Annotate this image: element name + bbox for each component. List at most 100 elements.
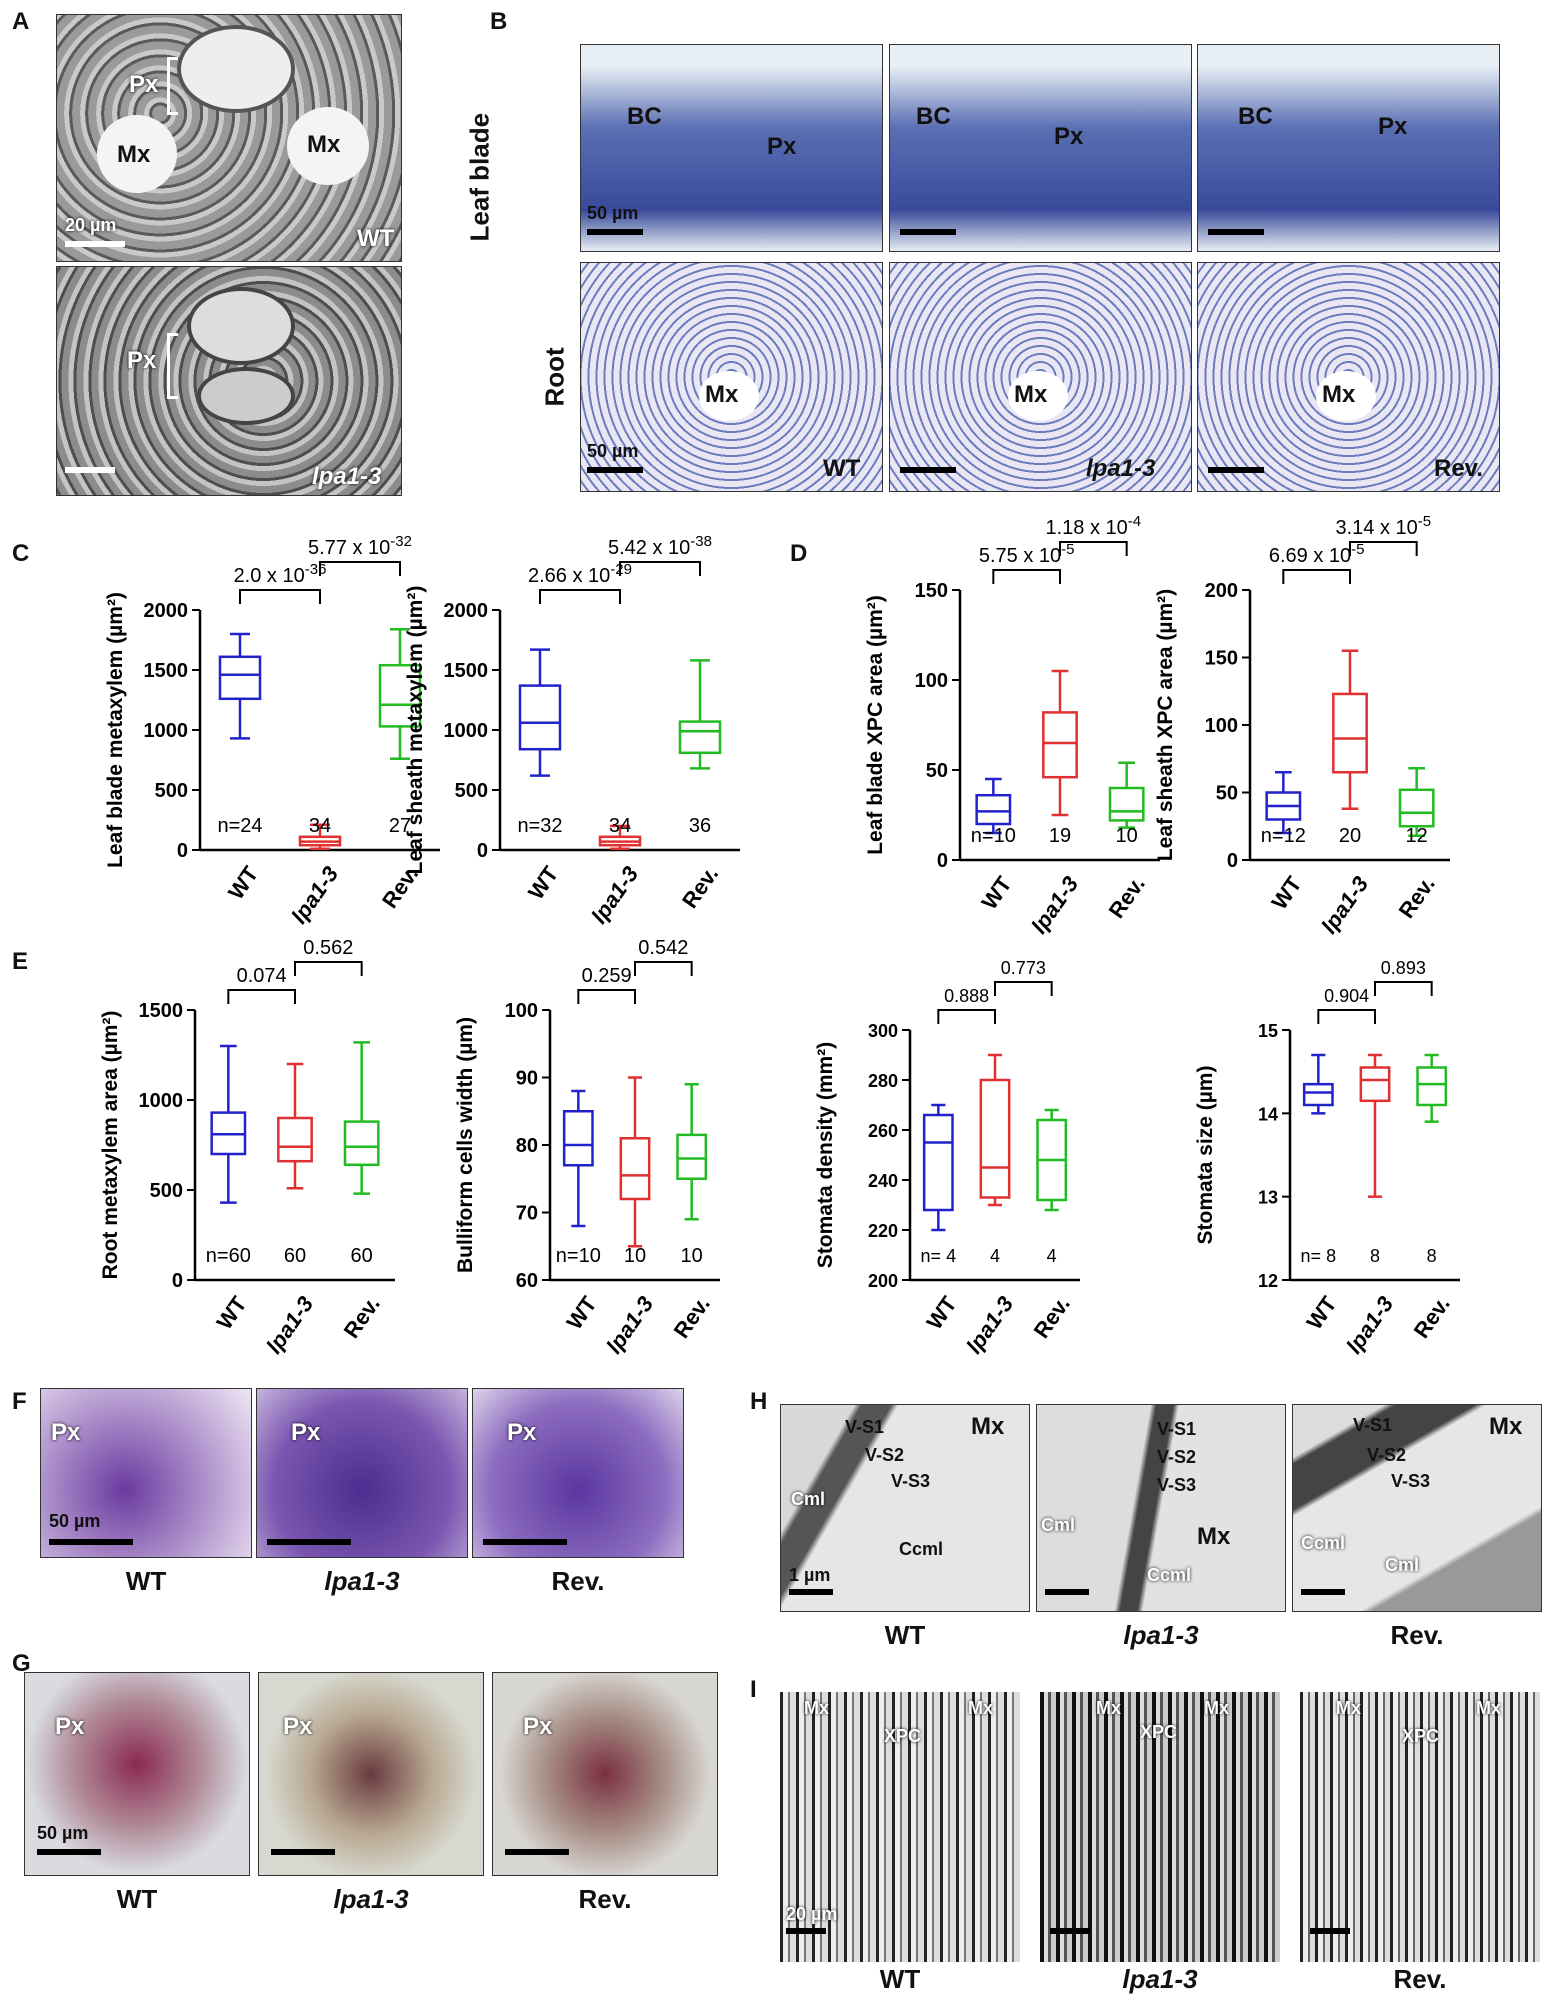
scale-bar [1045,1589,1089,1595]
box [562,1110,594,1167]
box [676,1133,708,1180]
box [1416,1066,1448,1107]
ccml-label: Ccml [1301,1533,1346,1553]
scale-bar [1310,1928,1350,1934]
p-value-label: 5.77 x 10-32 [308,533,412,559]
panel-label-i: I [750,1676,757,1703]
comparison-bracket [1374,981,1433,996]
x-category-label: WT [211,1291,251,1334]
mx-label-2: Mx [1204,1698,1230,1718]
mx-label-right: Mx [307,131,341,158]
v-s1-label: V-S1 [1157,1419,1197,1439]
p-value-label: 3.14 x 10-5 [1336,513,1432,539]
panel-label-c: C [12,540,30,567]
v-s3-label: V-S3 [1391,1471,1431,1491]
mx-label-left: Mx [117,141,151,168]
px-label: Px [51,1419,81,1446]
n-label: 34 [609,815,631,837]
scale-label: 50 µm [587,441,639,461]
y-tick-label: 2000 [444,600,489,622]
n-label: n=12 [1261,825,1306,847]
scale-bar [65,467,115,473]
x-category-label: lpa1-3 [261,1292,318,1358]
y-tick-label: 200 [868,1271,898,1291]
scale-bar [483,1539,567,1545]
v-s2-label: V-S2 [865,1445,905,1465]
h-image-wt: Mx V-S1 V-S2 V-S3 Cml Ccml 1 µm [780,1404,1030,1612]
g-image-wt: Px 50 µm [24,1672,250,1876]
p-value-exponent: -4 [1128,513,1141,530]
caption-wt: WT [116,1884,158,1914]
px-label: Px [291,1419,321,1446]
box [975,793,1012,826]
sem-image-wt: Px Mx Mx 20 µm WT [56,14,402,262]
y-tick-label: 1000 [444,720,489,742]
px-bracket [167,333,178,399]
p-value-label: 0.888 [944,986,989,1006]
p-value-label: 6.69 x 10-5 [1269,541,1365,567]
p-value-label: 0.562 [303,937,353,959]
n-label: 36 [689,815,711,837]
n-label: 19 [1049,825,1071,847]
n-label: 4 [990,1246,1000,1266]
n-label: n=32 [517,815,562,837]
genotype-label: lpa1-3 [1086,455,1156,482]
comparison-bracket [239,589,321,604]
comparison-bracket [1282,569,1351,584]
scale-bar [1208,467,1264,473]
mx-label: Mx [1014,381,1048,408]
box [518,684,562,751]
comparison-bracket [319,561,401,576]
n-label: 10 [1116,825,1138,847]
x-category-label: WT [523,861,563,904]
caption-mutant: lpa1-3 [324,1566,400,1596]
y-tick-label: 500 [155,780,188,802]
p-value-label: 0.074 [237,965,287,987]
i-image-mutant: Mx XPC Mx [1040,1692,1280,1962]
protoxylem-vessel-2 [197,367,295,425]
scale-bar [49,1539,133,1545]
y-tick-label: 0 [177,840,188,862]
scale-bar [900,229,956,235]
n-label: 60 [284,1245,306,1267]
box [277,1116,313,1163]
comparison-bracket [539,589,621,604]
x-category-label: lpa1-3 [1316,872,1373,938]
y-axis-label: Stomata size (µm) [1194,1066,1217,1245]
scale-bar [65,241,125,247]
mx-label-2: Mx [968,1698,994,1718]
px-label: Px [767,133,797,160]
panel-label-h: H [750,1388,768,1415]
p-value-label: 0.773 [1001,958,1046,978]
y-tick-label: 280 [868,1071,898,1091]
y-tick-label: 0 [172,1270,183,1292]
scale-label: 20 µm [65,215,117,235]
x-category-label: Rev. [1029,1292,1075,1343]
mx-label: Mx [1096,1698,1122,1718]
x-category-label: lpa1-3 [586,862,643,928]
box [1108,786,1145,822]
p-value-exponent: -5 [1351,541,1364,558]
comparison-bracket [294,961,363,976]
n-label: 10 [681,1245,703,1267]
genotype-label: Rev. [1434,455,1483,482]
x-category-label: lpa1-3 [601,1292,658,1358]
box [979,1078,1011,1199]
box [922,1113,954,1212]
p-value-exponent: -36 [305,561,327,578]
metaxylem [699,371,759,421]
x-category-label: Rev. [1409,1292,1455,1343]
genotype-label: lpa1-3 [312,463,382,490]
caption-wt: WT [125,1566,167,1596]
panel-label-b: B [490,8,508,35]
scale-bar [271,1849,335,1855]
n-label: 8 [1370,1246,1380,1266]
y-tick-label: 260 [868,1121,898,1141]
mx-label: Mx [1197,1523,1231,1550]
px-label: Px [1054,123,1084,150]
p-value-label: 2.66 x 10-29 [528,561,632,587]
y-tick-label: 2000 [144,600,189,622]
v-s3-label: V-S3 [1157,1475,1197,1495]
n-label: 12 [1406,825,1428,847]
